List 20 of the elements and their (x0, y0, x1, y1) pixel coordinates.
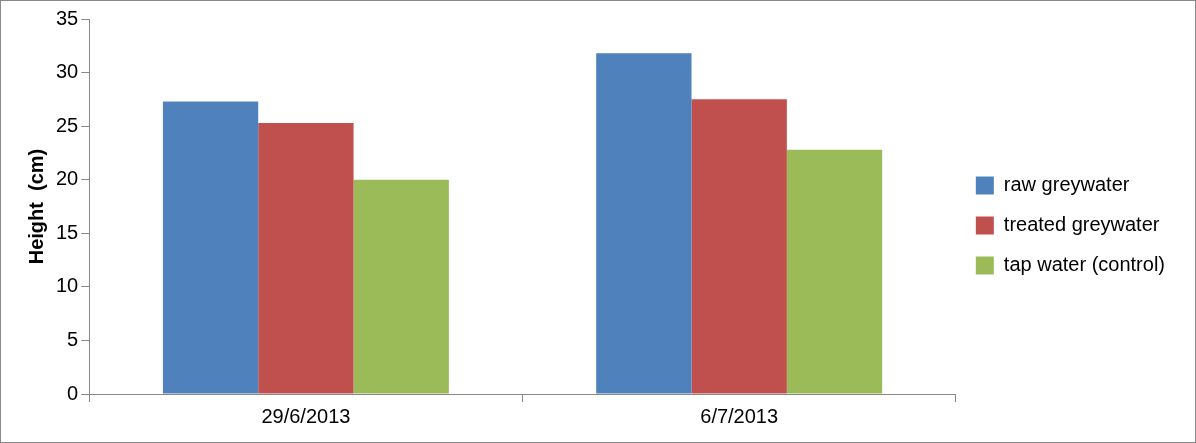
bar (353, 179, 449, 394)
y-tick-label: 20 (56, 167, 79, 190)
y-tick-label: 0 (67, 381, 79, 404)
bar (258, 122, 354, 394)
x-tick-label: 6/7/2013 (700, 404, 779, 427)
y-tick-label: 30 (56, 60, 79, 83)
bar (596, 53, 692, 394)
y-tick-label: 5 (67, 327, 79, 350)
bar (162, 101, 259, 394)
y-tick-label: 15 (56, 220, 79, 243)
bar (691, 99, 787, 394)
legend-label: raw greywater (1003, 173, 1130, 196)
legend-label: treated greywater (1003, 213, 1160, 236)
y-tick-label: 35 (56, 6, 79, 29)
bar (786, 149, 883, 394)
x-tick-label: 29/6/2013 (261, 404, 351, 427)
y-tick-label: 25 (56, 113, 79, 136)
y-axis-title: Height (cm) (24, 148, 47, 265)
y-tick-label: 10 (56, 274, 79, 297)
legend-label: tap water (control) (1003, 253, 1165, 276)
